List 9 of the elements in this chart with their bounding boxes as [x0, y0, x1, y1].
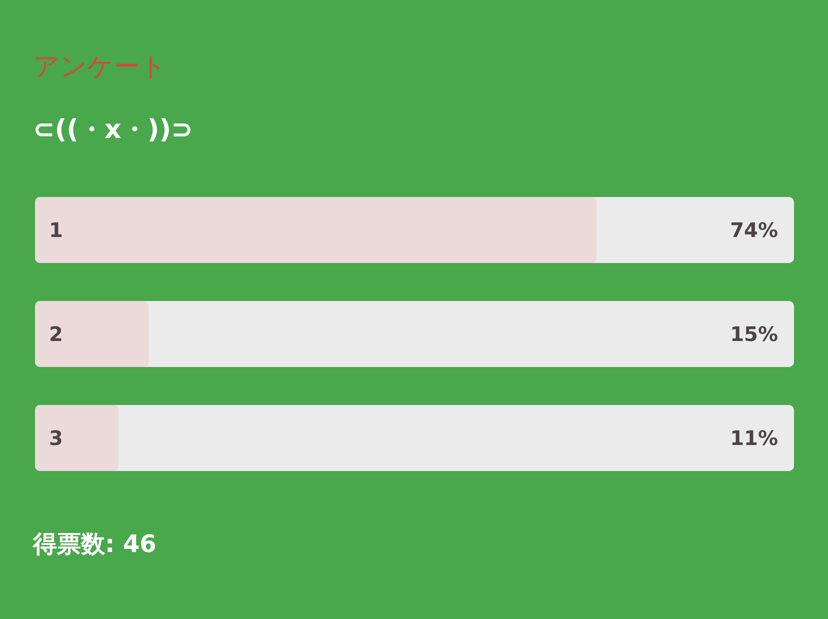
- data-label: 15%: [730, 322, 778, 346]
- data-label: 11%: [730, 426, 778, 450]
- y-tick-label: 2: [49, 322, 63, 346]
- y-tick-label: 1: [49, 218, 63, 242]
- y-tick-label: 3: [49, 426, 63, 450]
- data-label: 74%: [730, 218, 778, 242]
- chart-subtitle: ⊂((・x・))⊃: [33, 115, 193, 145]
- text: 得票数: 46: [32, 530, 156, 558]
- chart-title: アンケート: [33, 52, 167, 82]
